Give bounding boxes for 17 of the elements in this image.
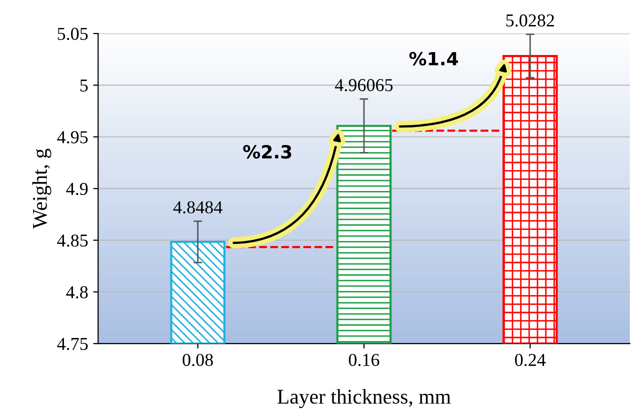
y-tick-label: 4.75	[57, 338, 88, 350]
data-label: 4.96065	[334, 79, 393, 92]
x-tick-label: 0.24	[515, 354, 546, 366]
y-tick-label: 5	[80, 80, 88, 92]
data-label: 5.0282	[506, 14, 554, 27]
y-tick-label: 4.95	[57, 131, 88, 144]
x-tick-label: 0.08	[182, 354, 213, 366]
y-tick-label: 5.05	[58, 28, 88, 40]
y-tick-label: 4.9	[66, 182, 88, 196]
y-tick-label: 4.8	[66, 286, 88, 298]
y-axis-title: Weight, g	[32, 148, 52, 229]
y-tick-label: 4.85	[57, 234, 88, 247]
x-axis-title: Layer thickness, mm	[278, 389, 451, 408]
annotation: %1.4	[409, 52, 458, 66]
x-tick-label: 0.16	[348, 354, 380, 366]
data-label: 4.8484	[173, 201, 222, 214]
annotation: %2.3	[243, 144, 292, 159]
